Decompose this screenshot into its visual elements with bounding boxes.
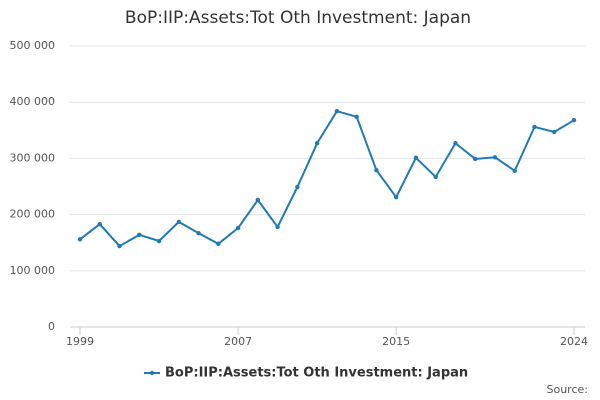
point (77, 237, 83, 242)
point (117, 243, 122, 249)
y-tick-label: 200 000 (10, 208, 56, 221)
point (374, 168, 379, 173)
point (156, 238, 162, 244)
point (334, 108, 340, 114)
x-tick-label: 2007 (224, 335, 252, 348)
point (216, 241, 221, 247)
y-tick-label: 300 000 (10, 151, 56, 164)
point (97, 221, 102, 227)
point (137, 232, 142, 238)
line (79, 110, 575, 248)
x-tick-label: 2015 (382, 335, 410, 348)
point (453, 141, 458, 146)
point (492, 155, 498, 160)
y-tick-label: 0 (48, 320, 55, 333)
point (532, 124, 537, 130)
chart-title: BoP:IIP:Assets:Tot Oth Investment: Japan (125, 8, 471, 28)
point (255, 197, 261, 203)
point (295, 184, 300, 190)
y-tick-label: 500 000 (10, 39, 56, 52)
point (393, 194, 399, 200)
point (552, 129, 557, 135)
source: Source: (547, 383, 589, 396)
x-tick-label: 2024 (560, 335, 588, 348)
point (314, 141, 320, 146)
point (176, 219, 181, 225)
legend-label: BoP:IIP:Assets:Tot Oth Investment: Japan (165, 366, 468, 381)
point (571, 117, 577, 123)
y-tick-label: 100 000 (10, 264, 56, 277)
point (433, 174, 438, 180)
point (275, 224, 280, 230)
point (196, 230, 201, 236)
y-tick-label: 400 000 (10, 95, 56, 108)
point (473, 156, 478, 162)
x-tick-label: 1999 (66, 335, 94, 348)
point (354, 114, 359, 120)
legend-marker (149, 370, 155, 376)
point (512, 168, 517, 173)
point (413, 155, 419, 161)
point (235, 225, 241, 231)
